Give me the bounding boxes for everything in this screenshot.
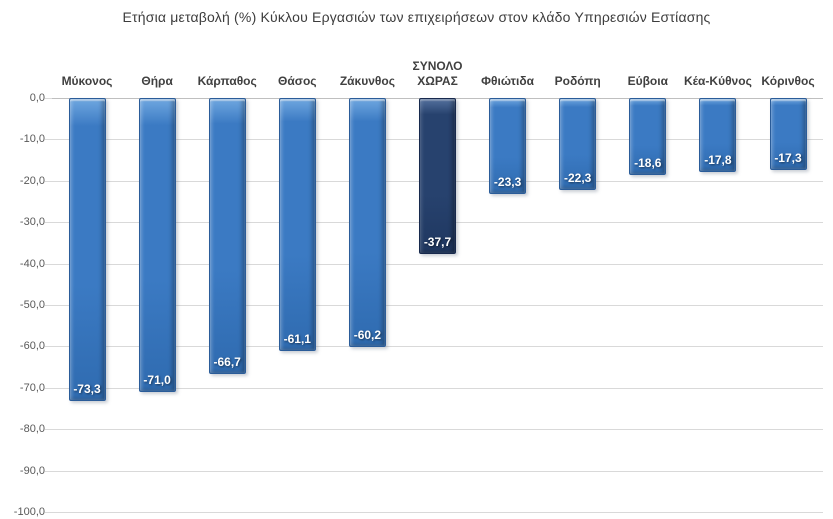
gridline	[52, 429, 823, 430]
bar-0: -73,3	[68, 98, 106, 401]
gridline	[52, 305, 823, 306]
y-axis-tick-label: -30,0	[19, 216, 45, 228]
gridline	[52, 471, 823, 472]
category-label: Μύκονος	[61, 74, 113, 88]
category-label: Κέα-Κύθνος	[683, 74, 752, 88]
gridline	[52, 512, 823, 513]
bar-value-label: -17,3	[774, 151, 802, 165]
category-label: Εύβοια	[627, 74, 668, 88]
y-axis-tick-label: -40,0	[19, 258, 45, 270]
bar-value-label: -18,6	[634, 156, 662, 170]
bar-1: -71,0	[138, 98, 176, 392]
y-axis: 0,0 -10,0 -20,0 -30,0 -40,0 -50,0 -60,0 -70,0 -8…	[0, 92, 45, 518]
bar-value-label: -60,2	[353, 328, 382, 342]
y-axis-tick-label: -90,0	[19, 465, 45, 477]
y-axis-tick-label: -70,0	[19, 382, 45, 394]
bar-value-label: -17,8	[704, 153, 732, 167]
y-axis-tick	[45, 181, 52, 182]
bar-5: -37,7	[419, 98, 456, 254]
bar-3: -61,1	[278, 98, 316, 351]
bar-value-label: -66,7	[213, 355, 241, 369]
category-label: Θάσος	[278, 74, 317, 88]
category-label: Ροδόπη	[554, 74, 601, 88]
bar-7: -22,3	[559, 98, 597, 190]
category-axis: Μύκονος Θήρα Κάρπαθος Θάσος Ζάκυνθος ΣΥΝΟΛΟ Χ…	[52, 50, 823, 94]
y-axis-tick	[45, 512, 52, 513]
bar-value-label: -61,1	[283, 332, 311, 346]
bar-10: -17,3	[769, 98, 807, 170]
category-label: Ζάκυνθος	[339, 74, 395, 88]
y-axis-tick-label: -50,0	[19, 299, 45, 311]
bar-value-label: -23,3	[493, 175, 522, 189]
y-axis-tick	[45, 139, 52, 140]
bar-value-label: -37,7	[423, 235, 452, 249]
y-axis-tick	[45, 98, 52, 99]
y-axis-tick	[45, 264, 52, 265]
bar-value-label: -22,3	[564, 171, 592, 185]
category-label: Φθιώτιδα	[481, 74, 534, 88]
y-axis-tick-label: -10,0	[19, 133, 45, 145]
category-label: ΣΥΝΟΛΟ ΧΩΡΑΣ	[412, 59, 463, 88]
bar-4: -60,2	[348, 98, 386, 347]
gridline	[52, 264, 823, 265]
y-axis-tick-label: -80,0	[19, 423, 45, 435]
category-label: Κάρπαθος	[197, 74, 257, 88]
bar-9: -17,8	[699, 98, 737, 172]
bar-2: -66,7	[208, 98, 246, 374]
chart-title: Ετήσια μεταβολή (%) Κύκλου Εργασιών των …	[122, 9, 711, 25]
plot-area: -73,3 -71,0 -66,7 -61,1 -60,2 -37,7 -23,3 -22,3…	[45, 98, 823, 513]
gridline	[52, 346, 823, 347]
bar-8: -18,6	[629, 98, 667, 175]
y-axis-tick	[45, 471, 52, 472]
bar-value-label: -73,3	[73, 382, 101, 396]
gridline	[52, 388, 823, 389]
y-axis-tick	[45, 222, 52, 223]
y-axis-tick-label: 0,0	[29, 92, 45, 104]
bar-value-label: -71,0	[143, 373, 171, 387]
y-axis-tick-label: -20,0	[19, 175, 45, 187]
category-label: Θήρα	[141, 74, 173, 88]
y-axis-tick	[45, 305, 52, 306]
bar-6: -23,3	[489, 98, 527, 194]
y-axis-tick	[45, 346, 52, 347]
y-axis-tick	[45, 388, 52, 389]
y-axis-tick	[45, 429, 52, 430]
category-label: Κόρινθος	[761, 74, 815, 88]
y-axis-tick-label: -100,0	[13, 506, 45, 518]
y-axis-tick-label: -60,0	[19, 340, 45, 352]
